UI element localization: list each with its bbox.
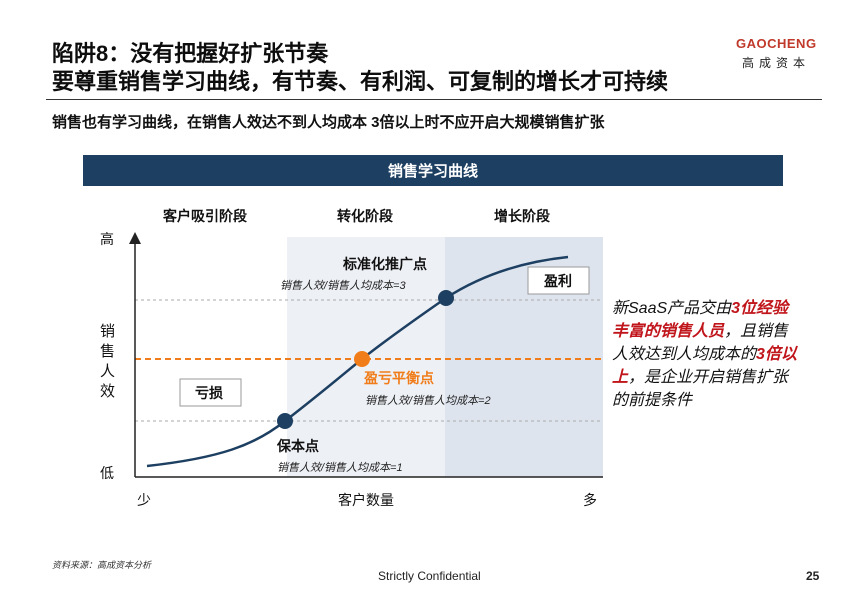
page-title-line2: 要尊重销售学习曲线，有节奏、有利润、可复制的增长才可持续 bbox=[52, 69, 669, 94]
profit-balance-point bbox=[354, 351, 370, 367]
side-note: 新SaaS产品交由3位经验丰富的销售人员，且销售人效达到人均成本的3倍以上，是企… bbox=[612, 297, 802, 412]
page-title-line1: 陷阱8：没有把握好扩张节奏 bbox=[52, 41, 329, 66]
x-axis-label: 客户数量 bbox=[338, 492, 394, 508]
source-note: 资料来源：高成资本分析 bbox=[52, 560, 152, 570]
confidential-footer: Strictly Confidential bbox=[378, 569, 481, 583]
profit-box bbox=[527, 266, 590, 295]
y-axis-high: 高 bbox=[100, 231, 114, 247]
side-note-highlight2: 3倍以上 bbox=[612, 346, 797, 386]
stage-label-conversion: 转化阶段 bbox=[337, 208, 393, 224]
x-axis-low: 少 bbox=[137, 492, 151, 508]
x-axis-high: 多 bbox=[583, 492, 597, 508]
breakeven-desc: 销售人效/销售人均成本=1 bbox=[277, 461, 403, 474]
breakeven-point bbox=[277, 413, 293, 429]
breakeven-title: 保本点 bbox=[276, 438, 319, 454]
standard-point-title: 标准化推广点 bbox=[342, 256, 427, 272]
zone-attraction bbox=[135, 237, 287, 477]
y-axis-label-2: 售 bbox=[100, 343, 115, 360]
diagram-banner: 销售学习曲线 bbox=[83, 155, 783, 186]
page-number: 25 bbox=[806, 569, 820, 583]
side-note-part3: ，是企业开启销售扩张的前提条件 bbox=[612, 369, 789, 409]
logo-text-en: GAOCHENG bbox=[736, 36, 817, 51]
logo-text-cn: 高成资本 bbox=[742, 56, 811, 70]
standard-point-desc: 销售人效/销售人均成本=3 bbox=[280, 279, 406, 292]
profit-label: 盈利 bbox=[543, 273, 572, 289]
subtitle: 销售也有学习曲线，在销售人效达不到人均成本 3倍以上时不应开启大规模销售扩张 bbox=[52, 114, 605, 131]
title-divider bbox=[46, 99, 822, 100]
stage-label-attraction: 客户吸引阶段 bbox=[163, 208, 247, 224]
banner-label: 销售学习曲线 bbox=[387, 163, 478, 180]
side-note-part1: 新SaaS产品交由 bbox=[612, 300, 732, 317]
side-note-part2: ，且销售人效达到人均成本的 bbox=[612, 323, 789, 363]
y-axis-label-1: 销 bbox=[100, 323, 115, 340]
side-note-highlight1: 3位经验丰富的销售人员 bbox=[612, 300, 789, 340]
standard-promotion-point bbox=[438, 290, 454, 306]
loss-box bbox=[179, 378, 242, 407]
y-axis-label-3: 人 bbox=[100, 363, 115, 380]
profit-balance-desc: 销售人效/销售人均成本=2 bbox=[365, 394, 491, 407]
stage-label-growth: 增长阶段 bbox=[494, 208, 550, 224]
y-axis-label-4: 效 bbox=[100, 383, 115, 400]
y-axis-low: 低 bbox=[100, 465, 114, 481]
loss-label: 亏损 bbox=[195, 385, 223, 401]
profit-balance-title: 盈亏平衡点 bbox=[363, 370, 434, 386]
